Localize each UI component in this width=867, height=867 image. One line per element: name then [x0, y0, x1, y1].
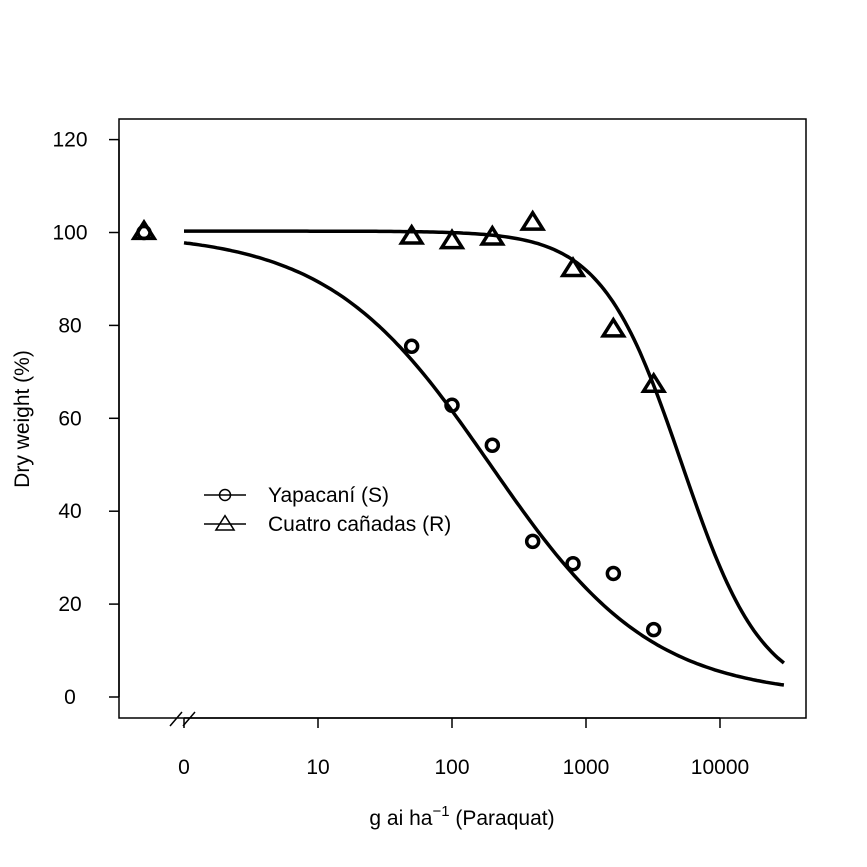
x-axis-label-exponent: −1 — [432, 803, 449, 820]
x-axis-label-main: g ai ha — [369, 807, 432, 830]
axis-break-mark — [182, 711, 196, 727]
x-axis-label-suffix: (Paraquat) — [450, 807, 555, 830]
data-point-triangle — [640, 371, 668, 393]
data-points — [130, 209, 668, 638]
data-point-circle — [403, 338, 420, 355]
fit-curve — [184, 229, 786, 665]
data-point-circle — [444, 397, 460, 414]
legend: Yapacaní (S) Cuatro cañadas (R) — [204, 484, 451, 536]
data-point-circle — [645, 621, 662, 638]
y-tick-label: 120 — [52, 129, 87, 152]
x-tick-label: 10 — [306, 756, 329, 779]
data-point-triangle — [559, 255, 587, 278]
x-axis-label: g ai ha−1 (Paraquat) — [369, 803, 554, 830]
data-point-circle — [218, 488, 232, 502]
data-point-circle — [565, 555, 581, 572]
x-tick-label: 100 — [434, 756, 469, 779]
axis-break-mark — [169, 711, 183, 727]
y-tick-label: 80 — [58, 314, 81, 337]
data-point-triangle — [130, 218, 158, 241]
y-tick-label: 0 — [64, 686, 76, 709]
plot-frame — [118, 118, 807, 719]
data-point-circle — [484, 437, 501, 453]
y-tick-label: 20 — [58, 593, 81, 616]
y-axis: 0 20 40 60 80 100 120 — [52, 129, 120, 709]
data-point-circle — [524, 533, 541, 550]
y-tick-label: 60 — [58, 407, 81, 430]
x-tick-label: 1000 — [563, 756, 610, 779]
fit-curves — [183, 229, 786, 687]
fit-curve — [183, 241, 785, 687]
x-tick-label: 10000 — [691, 756, 749, 779]
y-tick-label: 100 — [52, 222, 87, 245]
data-point-circle — [605, 565, 622, 582]
legend-label: Cuatro cañadas (R) — [268, 513, 451, 536]
y-axis-label: Dry weight (%) — [11, 350, 34, 488]
data-point-triangle — [214, 514, 236, 531]
y-tick-label: 40 — [58, 500, 81, 523]
x-axis: 0 10 100 1000 10000 — [169, 711, 749, 779]
data-point-triangle — [398, 223, 426, 245]
data-point-triangle — [519, 209, 547, 231]
data-point-triangle — [478, 224, 506, 246]
data-point-triangle — [599, 316, 627, 338]
x-tick-label: 0 — [178, 756, 190, 779]
legend-label: Yapacaní (S) — [268, 484, 389, 507]
data-point-triangle — [438, 228, 466, 250]
